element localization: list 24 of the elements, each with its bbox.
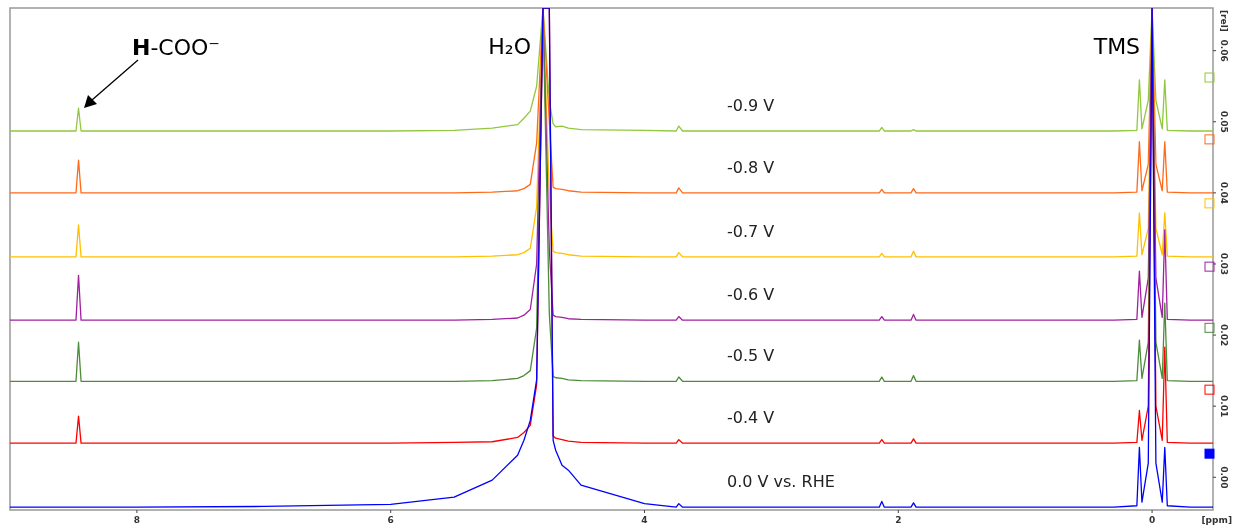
annotation: TMS	[1092, 34, 1141, 59]
series-label: -0.4 V	[726, 408, 775, 428]
x-tick-label: 0	[1148, 515, 1156, 525]
y-tick-label: 0.02	[1219, 323, 1229, 347]
series-label: -0.5 V	[726, 346, 775, 366]
series-label: -0.9 V	[726, 96, 775, 116]
x-tick-label: 2	[895, 515, 902, 525]
series-label: -0.8 V	[726, 157, 775, 177]
y-tick-label: 0.00	[1219, 466, 1229, 489]
y-tick-label: 0.01	[1219, 395, 1229, 418]
y-tick-label: 0.04	[1219, 181, 1229, 204]
y-tick-label: 0.05	[1219, 110, 1229, 133]
y-axis-title: [rel]	[1219, 10, 1229, 32]
series-label: -0.7 V	[726, 221, 775, 241]
x-tick-label: 8	[133, 515, 141, 525]
x-tick-label: 6	[387, 515, 394, 525]
y-tick-label: 0.03	[1219, 252, 1229, 276]
annotation: H₂O	[488, 34, 531, 59]
y-tick-label: 0.06	[1219, 39, 1229, 62]
series-label: -0.6 V	[726, 285, 775, 305]
x-axis-title: [ppm]	[1201, 515, 1232, 525]
x-tick-label: 4	[641, 515, 648, 525]
annotation: H-COO⁻	[132, 35, 220, 60]
series-label: 0.0 V vs. RHE	[726, 472, 835, 492]
